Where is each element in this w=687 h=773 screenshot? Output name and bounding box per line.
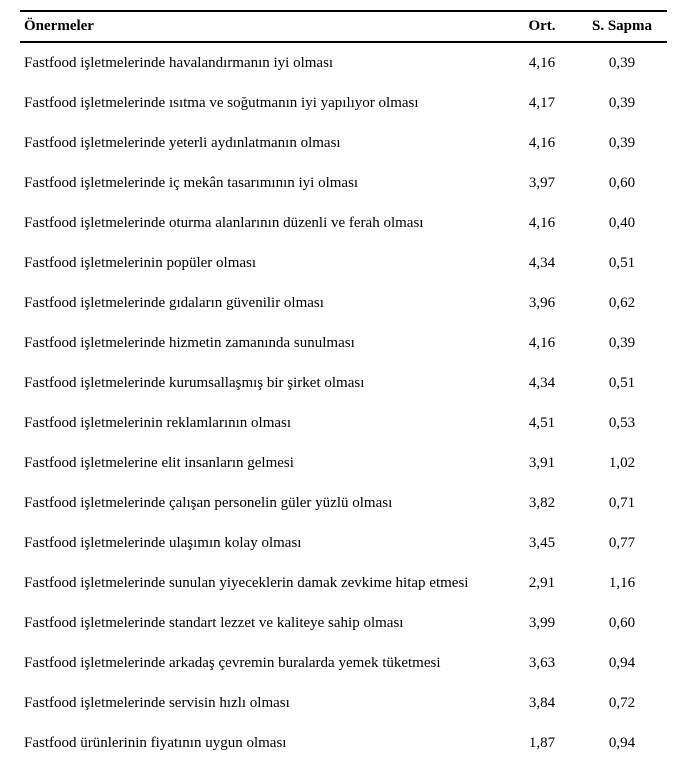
cell-label: Fastfood ürünlerinin fiyatının uygun olm… [20, 723, 507, 763]
cell-ss: 1,16 [577, 563, 667, 603]
cell-label: Fastfood işletmelerinde hizmetin zamanın… [20, 323, 507, 363]
cell-label: Fastfood işletmelerinde iç mekân tasarım… [20, 163, 507, 203]
table-row: Fastfood işletmelerinde hizmetin zamanın… [20, 323, 667, 363]
table-row: Fastfood işletmelerinde ulaşımın kolay o… [20, 523, 667, 563]
cell-label: Fastfood işletmelerinde ısıtma ve soğutm… [20, 83, 507, 123]
cell-label: Fastfood işletmelerinde kurumsallaşmış b… [20, 363, 507, 403]
cell-ort: 3,97 [507, 163, 577, 203]
table-row: Fastfood işletmelerinde arkadaş çevremin… [20, 643, 667, 683]
cell-ss: 0,39 [577, 323, 667, 363]
cell-ss: 0,60 [577, 603, 667, 643]
cell-ort: 4,51 [507, 403, 577, 443]
cell-ort: 2,91 [507, 563, 577, 603]
cell-ort: 4,17 [507, 83, 577, 123]
cell-label: Fastfood işletmelerinin popüler olması [20, 243, 507, 283]
table-row: Fastfood işletmelerinde servisin hızlı o… [20, 683, 667, 723]
cell-ss: 0,51 [577, 363, 667, 403]
cell-label: Fastfood işletmelerinde arkadaş çevremin… [20, 643, 507, 683]
cell-ss: 0,77 [577, 523, 667, 563]
cell-ort: 3,99 [507, 603, 577, 643]
table-row: Fastfood işletmelerinin popüler olması 4… [20, 243, 667, 283]
table-header-row: Önermeler Ort. S. Sapma [20, 11, 667, 42]
header-ss: S. Sapma [577, 11, 667, 42]
cell-ort: 3,82 [507, 483, 577, 523]
statements-table: Önermeler Ort. S. Sapma Fastfood işletme… [20, 10, 667, 763]
cell-label: Fastfood işletmelerinde ulaşımın kolay o… [20, 523, 507, 563]
table-row: Fastfood işletmelerinde kurumsallaşmış b… [20, 363, 667, 403]
cell-label: Fastfood işletmelerinde çalışan personel… [20, 483, 507, 523]
cell-ss: 0,94 [577, 723, 667, 763]
cell-ort: 4,34 [507, 243, 577, 283]
cell-label: Fastfood işletmelerinde standart lezzet … [20, 603, 507, 643]
table-row: Fastfood ürünlerinin fiyatının uygun olm… [20, 723, 667, 763]
cell-ss: 1,02 [577, 443, 667, 483]
cell-ort: 4,16 [507, 323, 577, 363]
header-ort: Ort. [507, 11, 577, 42]
cell-ss: 0,94 [577, 643, 667, 683]
cell-ort: 1,87 [507, 723, 577, 763]
table-row: Fastfood işletmelerinde oturma alanların… [20, 203, 667, 243]
table-row: Fastfood işletmelerinde iç mekân tasarım… [20, 163, 667, 203]
cell-label: Fastfood işletmelerinde yeterli aydınlat… [20, 123, 507, 163]
table-row: Fastfood işletmelerinde havalandırmanın … [20, 42, 667, 83]
cell-ss: 0,39 [577, 123, 667, 163]
cell-label: Fastfood işletmelerinde sunulan yiyecekl… [20, 563, 507, 603]
cell-ss: 0,39 [577, 42, 667, 83]
cell-ort: 3,96 [507, 283, 577, 323]
cell-ort: 3,63 [507, 643, 577, 683]
cell-ss: 0,60 [577, 163, 667, 203]
cell-label: Fastfood işletmelerinde oturma alanların… [20, 203, 507, 243]
cell-ort: 4,16 [507, 42, 577, 83]
cell-ort: 4,16 [507, 123, 577, 163]
cell-ss: 0,53 [577, 403, 667, 443]
cell-ort: 4,34 [507, 363, 577, 403]
cell-ss: 0,62 [577, 283, 667, 323]
cell-label: Fastfood işletmelerinde servisin hızlı o… [20, 683, 507, 723]
header-label: Önermeler [20, 11, 507, 42]
cell-ort: 3,91 [507, 443, 577, 483]
table-row: Fastfood işletmelerinin reklamlarının ol… [20, 403, 667, 443]
cell-ort: 3,84 [507, 683, 577, 723]
table-row: Fastfood işletmelerinde standart lezzet … [20, 603, 667, 643]
table-row: Fastfood işletmelerinde gıdaların güveni… [20, 283, 667, 323]
table-row: Fastfood işletmelerinde çalışan personel… [20, 483, 667, 523]
cell-label: Fastfood işletmelerine elit insanların g… [20, 443, 507, 483]
table-row: Fastfood işletmelerinde yeterli aydınlat… [20, 123, 667, 163]
cell-ss: 0,71 [577, 483, 667, 523]
table-row: Fastfood işletmelerine elit insanların g… [20, 443, 667, 483]
table-row: Fastfood işletmelerinde ısıtma ve soğutm… [20, 83, 667, 123]
cell-ort: 3,45 [507, 523, 577, 563]
cell-ss: 0,40 [577, 203, 667, 243]
cell-label: Fastfood işletmelerinde havalandırmanın … [20, 42, 507, 83]
cell-label: Fastfood işletmelerinde gıdaların güveni… [20, 283, 507, 323]
cell-label: Fastfood işletmelerinin reklamlarının ol… [20, 403, 507, 443]
cell-ss: 0,39 [577, 83, 667, 123]
cell-ss: 0,51 [577, 243, 667, 283]
cell-ss: 0,72 [577, 683, 667, 723]
table-body: Fastfood işletmelerinde havalandırmanın … [20, 42, 667, 763]
table-row: Fastfood işletmelerinde sunulan yiyecekl… [20, 563, 667, 603]
cell-ort: 4,16 [507, 203, 577, 243]
